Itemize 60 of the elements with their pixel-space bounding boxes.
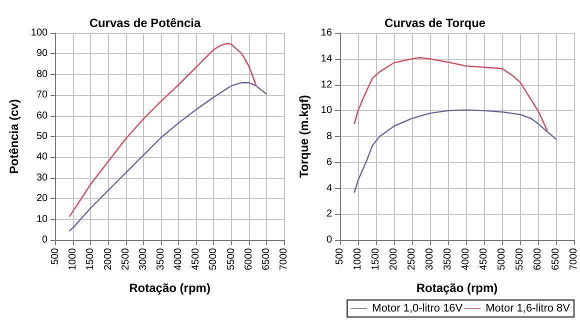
y-tick-label: 60 <box>36 110 48 122</box>
x-tick-label: 1000 <box>68 248 79 270</box>
x-tick-label: 5500 <box>514 248 526 270</box>
x-tick-label: 4000 <box>460 248 472 270</box>
x-tick-label: 2000 <box>102 248 114 270</box>
line-series <box>354 109 557 193</box>
y-tick-label: 10 <box>320 105 332 116</box>
x-tick-label: 2500 <box>406 248 418 270</box>
y-axis-title: Torque (m.kgf) <box>297 94 311 178</box>
x-tick-label: 1000 <box>352 248 364 270</box>
x-axis-title: Rotação (rpm) <box>416 281 498 295</box>
x-axis-title: Rotação (rpm) <box>129 281 210 295</box>
x-tick-label: 5000 <box>208 248 220 270</box>
x-tick-label: 6000 <box>532 248 544 270</box>
x-tick-label: 3000 <box>424 248 436 270</box>
x-tick-label: 5000 <box>496 248 508 270</box>
x-tick-label: 4000 <box>173 248 184 270</box>
x-tick-label: 2000 <box>388 248 400 270</box>
x-tick-label: 6500 <box>260 248 272 270</box>
x-tick-label: 3000 <box>138 248 149 270</box>
chart-title: Curvas de Potência <box>89 16 202 30</box>
x-tick-label: 3500 <box>156 248 167 270</box>
y-tick-label: 14 <box>320 53 332 64</box>
y-tick-label: 2 <box>326 208 332 220</box>
y-axis-title: Potência (cv) <box>7 99 21 174</box>
x-tick-label: 6000 <box>243 248 254 270</box>
y-tick-label: 12 <box>320 79 332 90</box>
x-tick-label: 4500 <box>190 248 202 270</box>
x-tick-label: 4500 <box>478 248 490 270</box>
y-tick-label: 10 <box>36 214 48 225</box>
line-series <box>68 82 268 232</box>
y-tick-label: 30 <box>36 172 48 184</box>
y-tick-label: 4 <box>326 182 332 194</box>
x-tick-label: 1500 <box>85 248 96 270</box>
x-tick-label: 1500 <box>370 248 382 270</box>
x-tick-label: 5500 <box>226 248 237 270</box>
x-tick-label: 7000 <box>278 248 290 270</box>
y-tick-label: 100 <box>30 28 48 38</box>
y-tick-label: 0 <box>326 234 332 246</box>
x-tick-label: 2500 <box>120 248 132 270</box>
x-tick-label: 7000 <box>568 248 580 270</box>
x-tick-label: 500 <box>334 248 346 265</box>
x-tick-label: 3500 <box>442 248 454 270</box>
y-tick-label: 80 <box>36 68 48 80</box>
y-tick-label: 20 <box>36 193 48 204</box>
y-tick-label: 8 <box>326 131 332 142</box>
y-tick-label: 16 <box>320 28 332 38</box>
legend-label: Motor 1,0-litro 16V <box>372 302 464 314</box>
y-tick-label: 0 <box>42 234 48 246</box>
y-tick-label: 70 <box>36 90 48 101</box>
y-tick-label: 50 <box>36 131 48 142</box>
line-series <box>68 42 257 217</box>
x-tick-label: 6500 <box>550 248 562 270</box>
legend-label: Motor 1,6-litro 8V <box>486 302 571 314</box>
y-tick-label: 6 <box>326 156 332 168</box>
y-tick-label: 40 <box>36 152 48 163</box>
x-tick-label: 500 <box>50 248 62 265</box>
y-tick-label: 90 <box>36 48 48 60</box>
chart-title: Curvas de Torque <box>384 16 486 30</box>
line-series <box>354 56 548 131</box>
